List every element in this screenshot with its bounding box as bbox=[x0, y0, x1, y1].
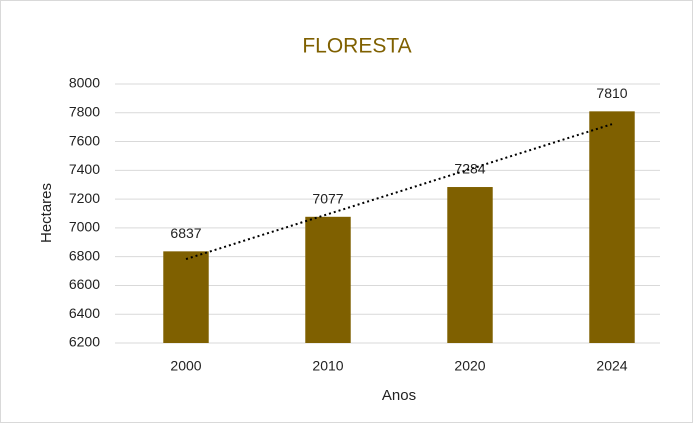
y-tick-label: 6600 bbox=[69, 276, 100, 292]
y-tick-label: 8000 bbox=[69, 75, 100, 91]
data-label: 7284 bbox=[454, 161, 485, 177]
data-label: 6837 bbox=[170, 225, 201, 241]
y-tick-label: 7800 bbox=[69, 103, 100, 119]
x-tick-label: 2024 bbox=[596, 358, 627, 374]
data-label: 7077 bbox=[312, 191, 343, 207]
x-tick-label: 2020 bbox=[454, 358, 485, 374]
y-axis-label: Hectares bbox=[38, 183, 55, 243]
y-tick-label: 7600 bbox=[69, 132, 100, 148]
data-label: 7810 bbox=[596, 85, 627, 101]
chart-title: FLORESTA bbox=[302, 35, 411, 58]
y-tick-label: 7000 bbox=[69, 219, 100, 235]
y-tick-label: 6400 bbox=[69, 305, 100, 321]
x-tick-label: 2010 bbox=[312, 358, 343, 374]
y-tick-label: 7200 bbox=[69, 190, 100, 206]
bar bbox=[447, 187, 493, 343]
bar bbox=[305, 216, 351, 343]
bar bbox=[589, 111, 635, 343]
y-tick-label: 7400 bbox=[69, 161, 100, 177]
y-tick-label: 6800 bbox=[69, 247, 100, 263]
x-tick-label: 2000 bbox=[170, 358, 201, 374]
y-tick-label: 6200 bbox=[69, 334, 100, 350]
x-axis-label: Anos bbox=[382, 387, 416, 404]
bar bbox=[163, 251, 209, 343]
